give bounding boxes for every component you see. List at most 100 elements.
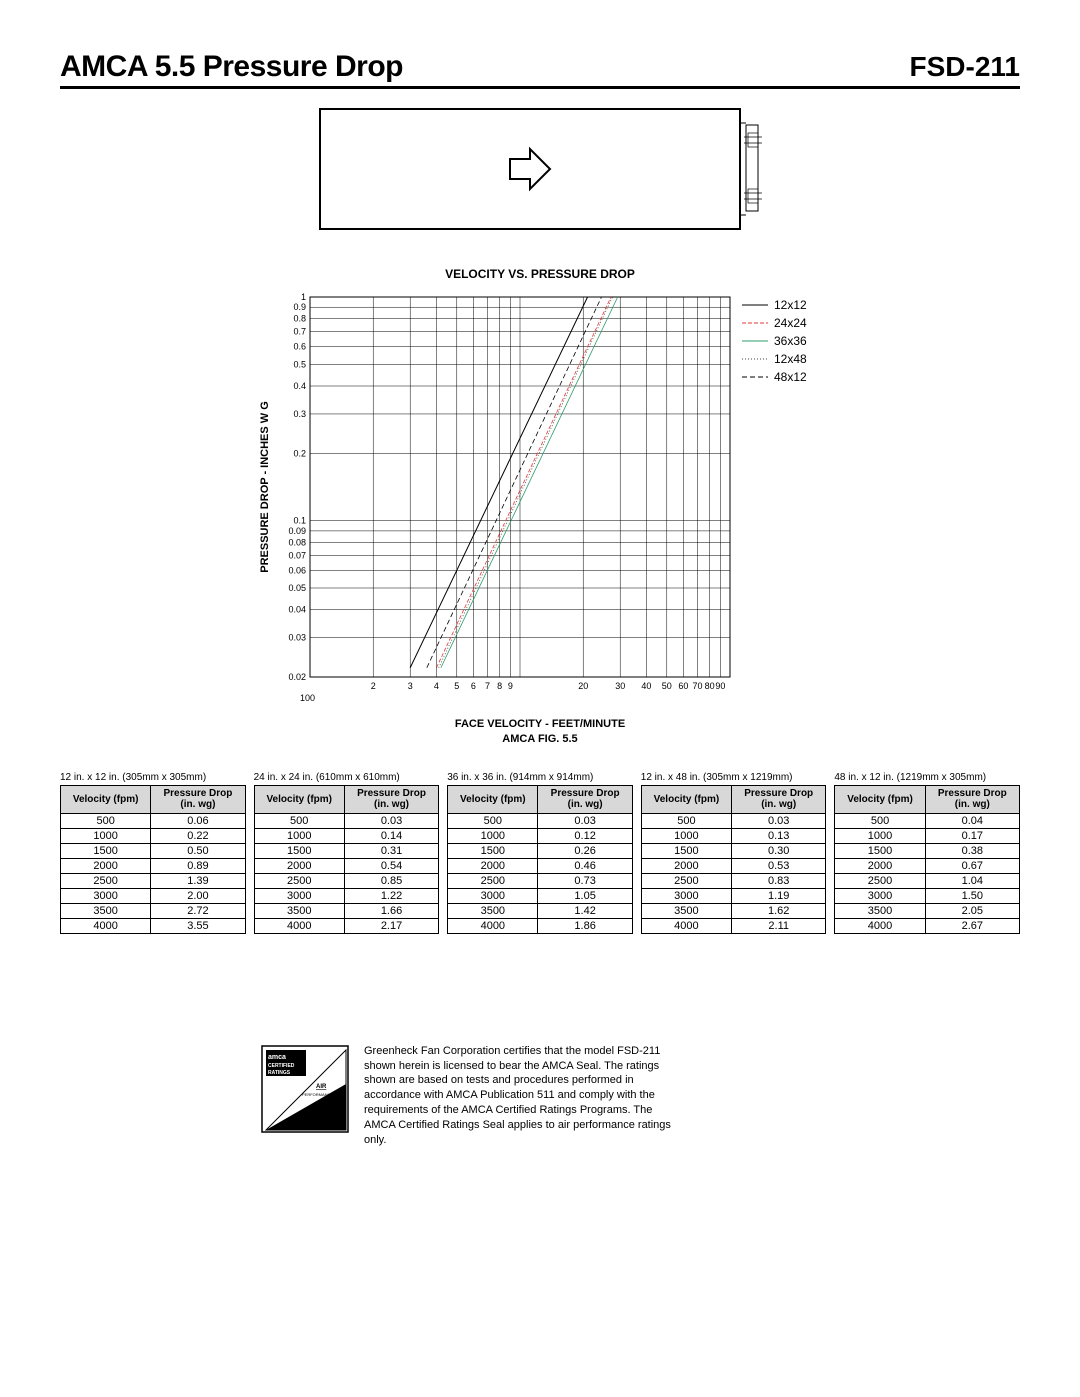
table-row: 30001.22 xyxy=(254,888,439,903)
table-row: 30001.05 xyxy=(448,888,633,903)
svg-text:0.09: 0.09 xyxy=(288,526,306,536)
table-row: 25000.83 xyxy=(641,873,826,888)
table-row: 5000.04 xyxy=(835,813,1020,828)
table-caption: 48 in. x 12 in. (1219mm x 305mm) xyxy=(834,772,1020,783)
table-row: 15000.26 xyxy=(448,843,633,858)
table-row: 30002.00 xyxy=(61,888,246,903)
svg-text:0.3: 0.3 xyxy=(293,409,306,419)
svg-text:48x12: 48x12 xyxy=(774,370,807,384)
table-caption: 36 in. x 36 in. (914mm x 914mm) xyxy=(447,772,633,783)
table-row: 20000.67 xyxy=(835,858,1020,873)
table-row: 40002.17 xyxy=(254,918,439,933)
amca-seal-icon: amca CERTIFIED RATINGS AIR PERFORMANCE xyxy=(260,1044,350,1134)
table-row: 10000.13 xyxy=(641,828,826,843)
table-row: 5000.03 xyxy=(641,813,826,828)
pressure-table: Velocity (fpm)Pressure Drop(in. wg)5000.… xyxy=(834,785,1020,934)
col-velocity: Velocity (fpm) xyxy=(641,785,731,813)
table-row: 10000.17 xyxy=(835,828,1020,843)
col-velocity: Velocity (fpm) xyxy=(835,785,925,813)
pressure-drop-chart: 23456789203040506070809010010.90.80.70.6… xyxy=(250,287,830,711)
svg-text:PRESSURE DROP - INCHES W G: PRESSURE DROP - INCHES W G xyxy=(259,401,271,573)
pressure-table: Velocity (fpm)Pressure Drop(in. wg)5000.… xyxy=(641,785,827,934)
model-code: FSD-211 xyxy=(910,51,1021,83)
svg-text:0.06: 0.06 xyxy=(288,565,306,575)
table-row: 25000.73 xyxy=(448,873,633,888)
table-row: 35002.05 xyxy=(835,903,1020,918)
page-header: AMCA 5.5 Pressure Drop FSD-211 xyxy=(60,50,1020,89)
svg-text:20: 20 xyxy=(578,681,588,691)
svg-text:0.8: 0.8 xyxy=(293,314,306,324)
x-axis-caption: FACE VELOCITY - FEET/MINUTE AMCA FIG. 5.… xyxy=(60,717,1020,748)
damper-diagram xyxy=(60,99,1020,249)
table-row: 40003.55 xyxy=(61,918,246,933)
table-caption: 12 in. x 12 in. (305mm x 305mm) xyxy=(60,772,246,783)
svg-text:0.02: 0.02 xyxy=(288,672,306,682)
table-row: 40002.67 xyxy=(835,918,1020,933)
svg-text:CERTIFIED: CERTIFIED xyxy=(268,1063,295,1069)
svg-text:0.2: 0.2 xyxy=(293,448,306,458)
svg-text:0.07: 0.07 xyxy=(288,550,306,560)
table-row: 35002.72 xyxy=(61,903,246,918)
table-row: 35001.66 xyxy=(254,903,439,918)
svg-text:0.1: 0.1 xyxy=(293,516,306,526)
table-row: 15000.38 xyxy=(835,843,1020,858)
svg-text:9: 9 xyxy=(508,681,513,691)
table-row: 10000.14 xyxy=(254,828,439,843)
chart-title: VELOCITY VS. PRESSURE DROP xyxy=(60,267,1020,281)
col-pressure: Pressure Drop(in. wg) xyxy=(732,785,826,813)
svg-text:36x36: 36x36 xyxy=(774,334,807,348)
col-pressure: Pressure Drop(in. wg) xyxy=(151,785,245,813)
col-pressure: Pressure Drop(in. wg) xyxy=(925,785,1019,813)
table-row: 20000.46 xyxy=(448,858,633,873)
table-row: 25001.39 xyxy=(61,873,246,888)
table-row: 40002.11 xyxy=(641,918,826,933)
svg-text:0.5: 0.5 xyxy=(293,359,306,369)
pressure-drop-tables: 12 in. x 12 in. (305mm x 305mm) Velocity … xyxy=(60,772,1020,934)
table-row: 25001.04 xyxy=(835,873,1020,888)
pressure-table: Velocity (fpm)Pressure Drop(in. wg)5000.… xyxy=(60,785,246,934)
svg-text:1: 1 xyxy=(301,292,306,302)
svg-text:50: 50 xyxy=(662,681,672,691)
svg-text:30: 30 xyxy=(615,681,625,691)
table-row: 35001.42 xyxy=(448,903,633,918)
svg-text:RATINGS: RATINGS xyxy=(268,1070,291,1076)
pressure-table: Velocity (fpm)Pressure Drop(in. wg)5000.… xyxy=(447,785,633,934)
col-pressure: Pressure Drop(in. wg) xyxy=(344,785,438,813)
col-velocity: Velocity (fpm) xyxy=(448,785,538,813)
table-row: 15000.31 xyxy=(254,843,439,858)
svg-text:12x12: 12x12 xyxy=(774,298,807,312)
table-row: 20000.54 xyxy=(254,858,439,873)
certification-text: Greenheck Fan Corporation certifies that… xyxy=(364,1044,684,1148)
svg-text:60: 60 xyxy=(678,681,688,691)
table-row: 5000.03 xyxy=(448,813,633,828)
svg-text:100: 100 xyxy=(300,693,315,703)
svg-text:0.05: 0.05 xyxy=(288,583,306,593)
svg-text:0.04: 0.04 xyxy=(288,605,306,615)
page-title: AMCA 5.5 Pressure Drop xyxy=(60,50,403,84)
svg-text:3: 3 xyxy=(408,681,413,691)
table-row: 20000.53 xyxy=(641,858,826,873)
table-row: 5000.06 xyxy=(61,813,246,828)
svg-text:0.03: 0.03 xyxy=(288,633,306,643)
svg-text:40: 40 xyxy=(641,681,651,691)
col-pressure: Pressure Drop(in. wg) xyxy=(538,785,632,813)
svg-text:7: 7 xyxy=(485,681,490,691)
table-row: 15000.30 xyxy=(641,843,826,858)
table-row: 30001.50 xyxy=(835,888,1020,903)
table-caption: 12 in. x 48 in. (305mm x 1219mm) xyxy=(641,772,827,783)
svg-text:6: 6 xyxy=(471,681,476,691)
svg-text:0.6: 0.6 xyxy=(293,342,306,352)
svg-text:amca: amca xyxy=(268,1054,286,1061)
svg-text:PERFORMANCE: PERFORMANCE xyxy=(302,1092,333,1097)
table-row: 30001.19 xyxy=(641,888,826,903)
svg-text:70: 70 xyxy=(692,681,702,691)
table-caption: 24 in. x 24 in. (610mm x 610mm) xyxy=(254,772,440,783)
certification-block: amca CERTIFIED RATINGS AIR PERFORMANCE G… xyxy=(60,1044,1020,1148)
svg-text:24x24: 24x24 xyxy=(774,316,807,330)
svg-text:5: 5 xyxy=(454,681,459,691)
svg-text:0.4: 0.4 xyxy=(293,381,306,391)
svg-text:0.08: 0.08 xyxy=(288,537,306,547)
svg-text:12x48: 12x48 xyxy=(774,352,807,366)
svg-text:0.9: 0.9 xyxy=(293,302,306,312)
table-row: 10000.12 xyxy=(448,828,633,843)
